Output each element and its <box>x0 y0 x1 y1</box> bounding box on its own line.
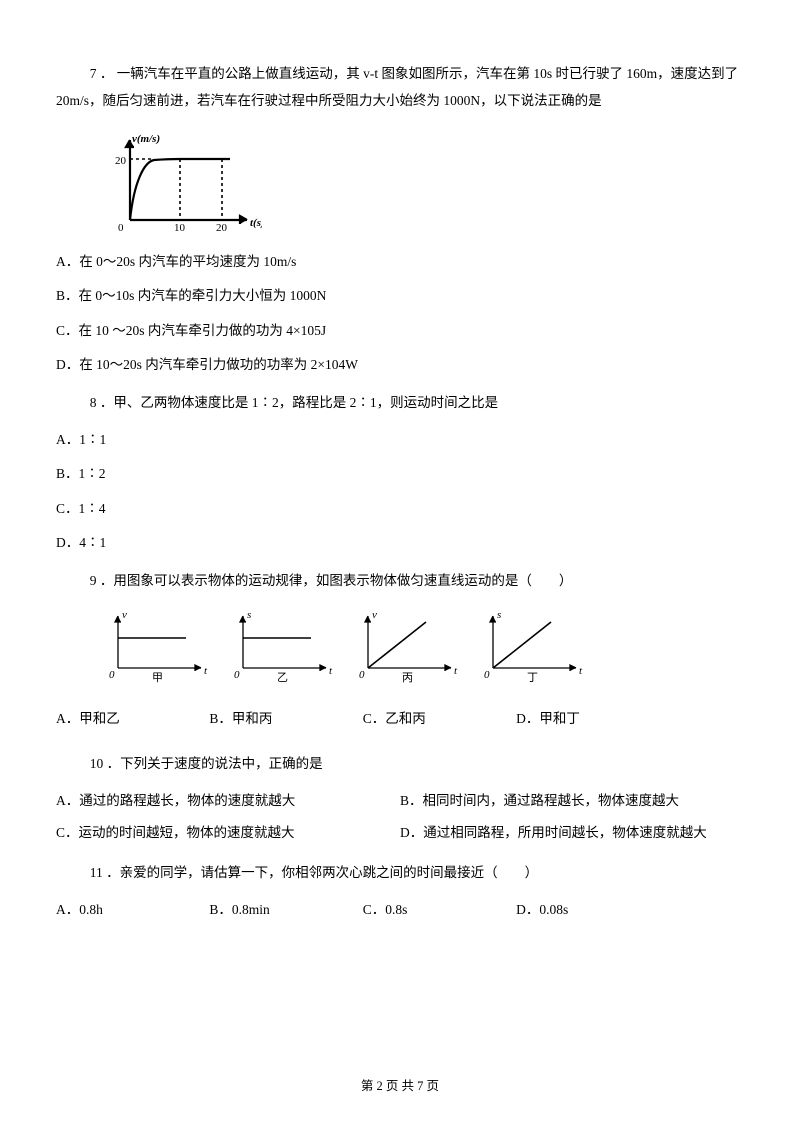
svg-text:v: v <box>122 609 127 621</box>
q11-opt-c: C．0.8s <box>363 900 513 920</box>
q10-opt-a: A．通过的路程越长，物体的速度就越大 <box>56 791 400 811</box>
q10-stem: 10 ．下列关于速度的说法中，正确的是 <box>56 750 744 777</box>
q9-opt-b: B．甲和丙 <box>209 709 359 729</box>
svg-text:t: t <box>204 665 208 677</box>
q11-opt-b: B．0.8min <box>209 900 359 920</box>
q7-opt-d: D．在 10～20s 内汽车牵引力做功的功率为 2×104W <box>56 355 744 375</box>
svg-text:v: v <box>372 609 377 621</box>
q9-stem: 9 ．用图象可以表示物体的运动规律，如图表示物体做匀速直线运动的是（ ） <box>56 567 744 594</box>
q11-opt-d: D．0.08s <box>516 900 666 920</box>
q10-opt-d: D．通过相同路程，所用时间越长，物体速度就越大 <box>400 823 744 843</box>
q8-opt-b: B．1∶2 <box>56 464 744 484</box>
page-footer: 第 2 页 共 7 页 <box>0 1077 800 1096</box>
svg-text:丙: 丙 <box>402 672 413 683</box>
svg-text:甲: 甲 <box>152 672 163 683</box>
svg-text:t: t <box>579 665 583 677</box>
q7-opt-a: A．在 0～20s 内汽车的平均速度为 10m/s <box>56 252 744 272</box>
q9-opt-d: D．甲和丁 <box>516 709 666 729</box>
q8-opt-c: C．1∶4 <box>56 499 744 519</box>
q7-stem: 7 ． 一辆汽车在平直的公路上做直线运动，其 v-t 图象如图所示，汽车在第 1… <box>56 60 744 114</box>
q7-options: A．在 0～20s 内汽车的平均速度为 10m/s B．在 0～10s 内汽车的… <box>56 252 744 375</box>
q7-xtick-20: 20 <box>216 222 228 232</box>
svg-text:0: 0 <box>118 222 124 232</box>
q8-options: A．1∶1 B．1∶2 C．1∶4 D．4∶1 <box>56 430 744 553</box>
q11-options: A．0.8h B．0.8min C．0.8s D．0.08s <box>56 900 744 920</box>
svg-text:0: 0 <box>359 669 365 681</box>
q9-options: A．甲和乙 B．甲和丙 C．乙和丙 D．甲和丁 <box>56 709 744 729</box>
q7-opt-b: B．在 0～10s 内汽车的牵引力大小恒为 1000N <box>56 286 744 306</box>
q9-opt-c: C．乙和丙 <box>363 709 513 729</box>
q11-opt-a: A．0.8h <box>56 900 206 920</box>
q8-opt-a: A．1∶1 <box>56 430 744 450</box>
svg-text:0: 0 <box>109 669 115 681</box>
svg-text:丁: 丁 <box>527 672 538 683</box>
q7-chart: v(m/s) 20 0 10 20 t(s) <box>112 132 744 232</box>
q11-stem: 11 ．亲爱的同学，请估算一下，你相邻两次心跳之间的时间最接近（ ） <box>56 859 744 886</box>
q10-opt-c: C．运动的时间越短，物体的速度就越大 <box>56 823 400 843</box>
svg-text:s: s <box>497 609 501 621</box>
q7-xlabel: t(s) <box>250 217 262 229</box>
q9-opt-a: A．甲和乙 <box>56 709 206 729</box>
q7-ytick: 20 <box>115 155 127 167</box>
svg-text:t: t <box>329 665 333 677</box>
svg-text:乙: 乙 <box>277 671 288 683</box>
svg-text:0: 0 <box>234 669 240 681</box>
q8-opt-d: D．4∶1 <box>56 533 744 553</box>
svg-text:0: 0 <box>484 669 490 681</box>
q10-opt-b: B．相同时间内，通过路程越长，物体速度越大 <box>400 791 744 811</box>
q7-xtick-10: 10 <box>174 222 186 232</box>
svg-text:s: s <box>247 609 251 621</box>
q9-graphs: v s v s 0 0 0 0 t t t t 甲 乙 丙 丁 <box>106 608 744 689</box>
q8-stem: 8 ．甲、乙两物体速度比是 1∶2，路程比是 2∶1，则运动时间之比是 <box>56 389 744 416</box>
q7-opt-c: C．在 10 ～20s 内汽车牵引力做的功为 4×105J <box>56 321 744 341</box>
svg-text:t: t <box>454 665 458 677</box>
q7-ylabel: v(m/s) <box>132 133 160 145</box>
